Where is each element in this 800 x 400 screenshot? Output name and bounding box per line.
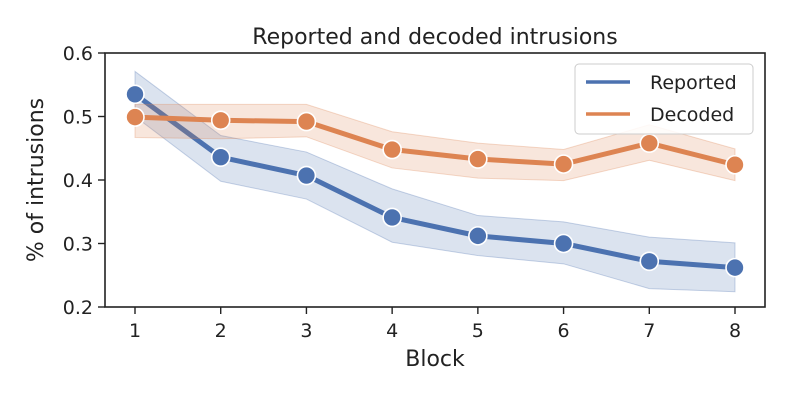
series-decoded: [125, 103, 745, 182]
y-tick-label: 0.6: [63, 43, 93, 65]
data-point-decoded: [639, 133, 660, 153]
x-tick-label: 4: [386, 320, 398, 342]
data-point-decoded: [296, 111, 317, 132]
y-tick-label: 0.4: [63, 170, 93, 192]
series-line-reported: [132, 91, 738, 271]
x-tick-label: 6: [558, 320, 570, 342]
y-axis-label: % of intrusions: [24, 98, 49, 262]
data-point-reported: [553, 233, 574, 254]
data-point-decoded: [382, 139, 402, 160]
y-tick-label: 0.3: [63, 234, 93, 256]
x-tick-label: 1: [129, 320, 141, 342]
series-reported: [125, 70, 745, 293]
legend-label-reported: Reported: [650, 72, 737, 94]
plot-area: [125, 70, 745, 293]
data-point-decoded: [553, 154, 574, 174]
data-point-reported: [468, 226, 488, 246]
data-point-decoded: [210, 110, 231, 131]
data-point-reported: [210, 147, 231, 167]
x-tick-label: 5: [472, 320, 484, 342]
data-point-reported: [639, 251, 660, 272]
y-tick-label: 0.2: [63, 297, 93, 319]
ci-band-reported: [134, 70, 736, 293]
chart-title: Reported and decoded intrusions: [252, 25, 617, 50]
x-tick-label: 8: [729, 320, 741, 342]
series-line-decoded: [132, 114, 738, 168]
x-tick-label: 3: [300, 320, 312, 342]
x-tick-label: 2: [215, 320, 227, 342]
legend-label-decoded: Decoded: [650, 104, 734, 126]
data-point-reported: [296, 165, 317, 186]
data-point-reported: [725, 257, 745, 278]
data-point-decoded: [468, 149, 488, 169]
x-axis-label: Block: [405, 347, 465, 372]
data-point-reported: [382, 207, 402, 228]
x-tick-label: 7: [643, 320, 655, 342]
data-point-decoded: [725, 154, 745, 175]
data-point-reported: [125, 84, 145, 105]
data-point-decoded: [125, 107, 145, 127]
axis-ticks: 1 2 3 4 5 6 7 8 0.2 0.3 0.4 0.5 0.6: [63, 43, 741, 342]
y-tick-label: 0.5: [63, 107, 93, 129]
legend: Reported Decoded: [574, 63, 754, 135]
